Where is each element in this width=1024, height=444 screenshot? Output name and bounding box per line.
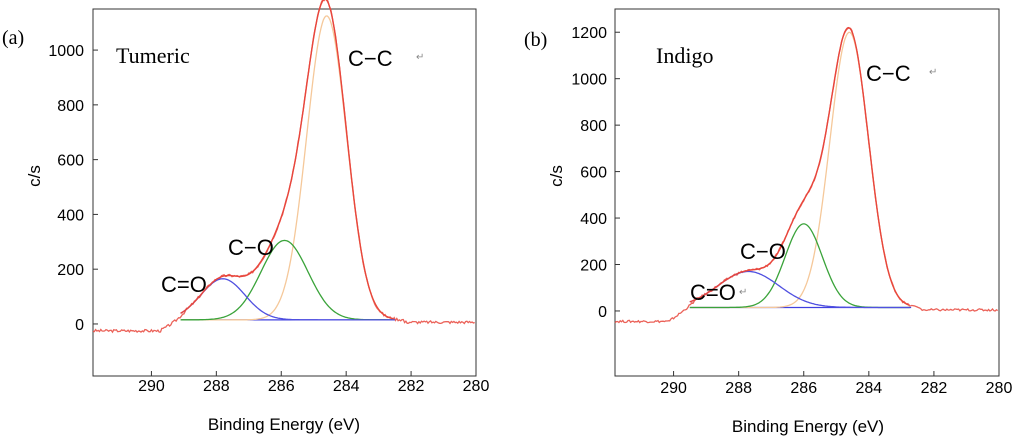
panel-a-annotation-c-eq-o: C=O: [161, 272, 207, 297]
panel-a-x-axis-label: Binding Energy (eV): [208, 415, 360, 434]
panel-b-raw-spectrum: [614, 27, 999, 324]
panel-a-y-axis-label: c/s: [25, 165, 44, 187]
panel-b-y-tick-label: 1200: [571, 25, 607, 42]
panel-a-label: (a): [2, 27, 24, 49]
panel-b-ticks: 290 288 286 284 282 280 0 200 400 600 800 1000 1200: [571, 25, 1012, 397]
panel-b-y-tick-label: 400: [580, 211, 607, 228]
panel-a-y-tick-label: 800: [57, 98, 84, 115]
panel-a-fit-envelope: [180, 0, 394, 320]
panel-b-x-tick-label: 288: [725, 380, 752, 397]
panel-b-curves: [614, 26, 999, 324]
panel-b-fit-envelope: [689, 26, 911, 307]
panel-a: (a) Tumeric Binding Energy (eV) c/s 290 2…: [2, 0, 489, 434]
panel-b-y-axis-label: c/s: [547, 165, 566, 187]
panel-b-y-tick-label: 1000: [571, 72, 607, 89]
panel-a-x-tick-label: 288: [203, 378, 230, 395]
return-mark-icon: ↵: [739, 287, 747, 298]
panel-a-x-tick-label: 282: [398, 378, 425, 395]
panel-a-annotation-c-o: C−O: [228, 235, 274, 260]
panel-b-y-tick-label: 800: [580, 118, 607, 135]
panel-b-sample-label: Indigo: [656, 43, 713, 68]
panel-a-x-tick-label: 290: [138, 378, 165, 395]
panel-b-x-tick-label: 280: [986, 380, 1013, 397]
panel-b-x-tick-label: 284: [855, 380, 882, 397]
panel-b: (b) Indigo Binding Energy (eV) c/s 290 28…: [524, 8, 1012, 436]
panel-a-x-tick-label: 280: [463, 378, 490, 395]
panel-a-c-eq-o-peak: [180, 278, 394, 321]
panel-a-annotation-c-c: C−C: [348, 46, 393, 71]
panel-a-curves: [92, 0, 475, 334]
panel-b-y-tick-label: 0: [598, 304, 607, 321]
panel-a-y-tick-label: 200: [57, 262, 84, 279]
panel-a-ticks: 290 288 286 284 282 280 0 200 400 600 800 1000: [48, 43, 489, 395]
panel-b-y-tick-label: 200: [580, 258, 607, 275]
panel-b-label: (b): [524, 29, 547, 51]
panel-a-x-tick-label: 284: [333, 378, 360, 395]
panel-a-y-tick-label: 0: [75, 317, 84, 334]
panel-a-annotations: C−C ↵ C−O C=O: [161, 46, 424, 297]
panel-b-y-tick-label: 600: [580, 165, 607, 182]
panel-b-annotation-c-eq-o: C=O: [690, 280, 736, 305]
panel-b-annotation-c-c: C−C: [866, 61, 911, 86]
panel-b-annotation-c-o: C−O: [740, 239, 786, 264]
panel-b-annotations: C−C ↵C−OC=O ↵: [690, 61, 937, 305]
panel-b-x-tick-label: 282: [921, 380, 948, 397]
panel-b-x-axis-label: Binding Energy (eV): [732, 417, 884, 436]
panel-a-y-tick-label: 1000: [48, 43, 84, 60]
panel-a-y-tick-label: 400: [57, 207, 84, 224]
panel-a-x-tick-label: 286: [268, 378, 295, 395]
panel-b-x-tick-label: 290: [660, 380, 687, 397]
panel-a-y-tick-label: 600: [57, 153, 84, 170]
panel-b-x-tick-label: 286: [790, 380, 817, 397]
return-mark-icon: ↵: [929, 67, 937, 78]
return-mark-icon: ↵: [416, 52, 424, 63]
panel-b-plot-frame: [614, 8, 1000, 377]
panel-a-sample-label: Tumeric: [116, 43, 190, 68]
panel-a-plot-frame: [92, 8, 477, 377]
